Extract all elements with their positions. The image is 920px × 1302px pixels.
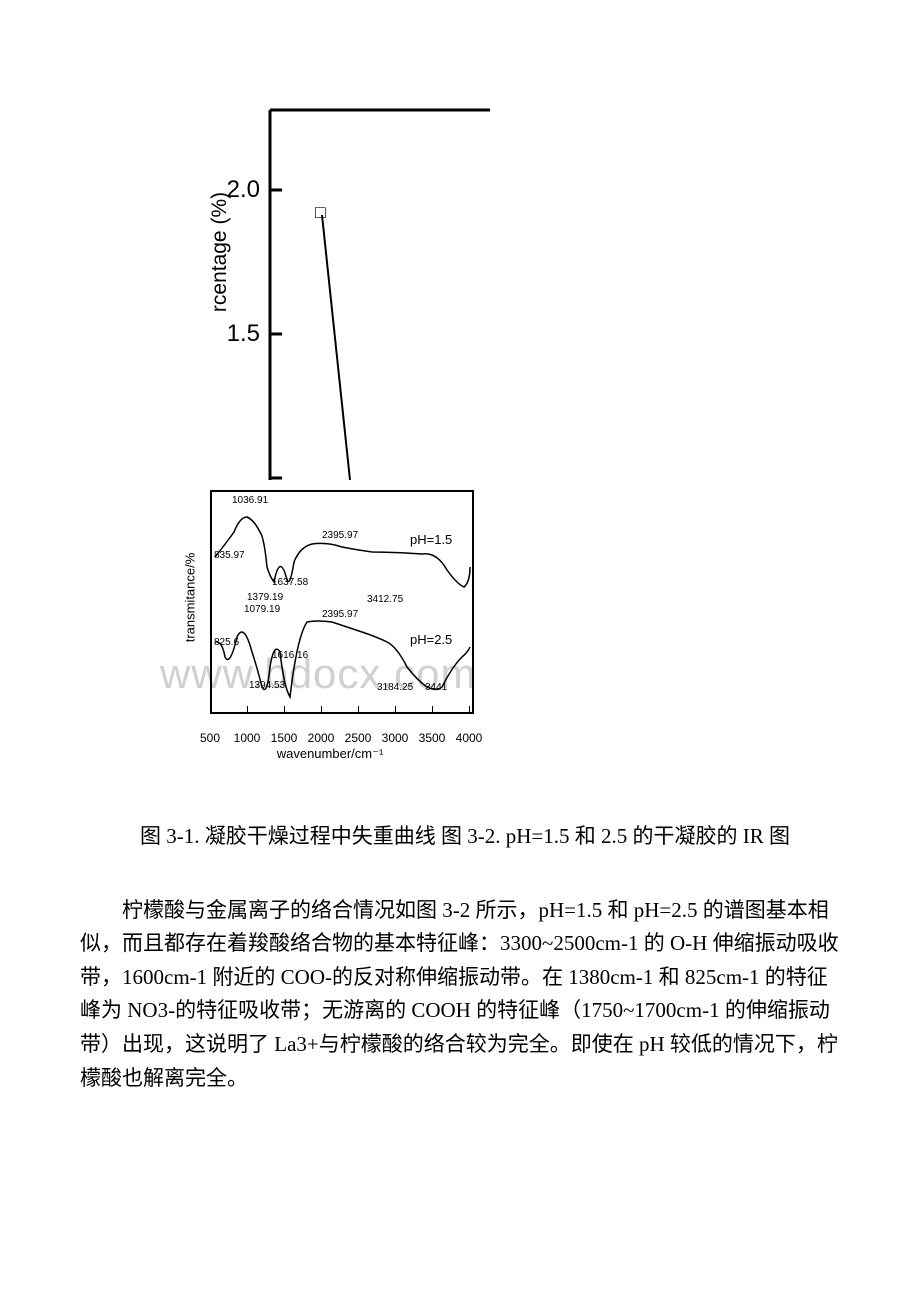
fig2-plot-frame: 1036.91 835.97 2395.97 1637.58 1379.19 3… (210, 490, 474, 714)
fig2-peak-1616: 1616.16 (272, 650, 308, 661)
figure-caption: 图 3-1. 凝胶干燥过程中失重曲线 图 3-2. pH=1.5 和 2.5 的… (0, 790, 920, 874)
fig1-ytick-1-5: 1.5 (210, 320, 260, 348)
fig1-ytick-2: 2.0 (210, 176, 260, 204)
fig2-xtick-mark (432, 706, 433, 712)
fig2-xtick-mark (358, 706, 359, 712)
fig2-xtick-mark (469, 706, 470, 712)
figure-3-2: 1036.91 835.97 2395.97 1637.58 1379.19 3… (170, 480, 490, 790)
fig2-xtick-2000: 2000 (308, 731, 335, 745)
fig2-peak-3412: 3412.75 (367, 594, 403, 605)
fig1-y-axis-label: rcentage (%) (208, 192, 232, 312)
fig2-series-label-ph1-5: pH=1.5 (410, 532, 452, 547)
fig2-peak-825: 825.6 (214, 637, 239, 648)
fig2-xtick-3500: 3500 (419, 731, 446, 745)
fig2-peak-1079: 1079.19 (244, 604, 280, 615)
fig2-curve-ph1-5 (215, 517, 470, 587)
figure-3-1: rcentage (%) 2.0 1.5 □ (170, 100, 490, 480)
fig2-xtick-4000: 4000 (456, 731, 483, 745)
fig2-xtick-mark (210, 706, 211, 712)
fig1-data-marker: □ (315, 202, 326, 223)
fig2-x-axis-label: wavenumber/cm⁻¹ (170, 746, 490, 762)
fig2-xtick-mark (284, 706, 285, 712)
fig2-xtick-2500: 2500 (345, 731, 372, 745)
fig2-peak-3441: 3441 (425, 682, 447, 693)
fig2-xtick-mark (395, 706, 396, 712)
fig2-xtick-1500: 1500 (271, 731, 298, 745)
fig2-peak-1036: 1036.91 (232, 495, 268, 506)
fig2-peak-1379: 1379.19 (247, 592, 283, 603)
fig2-peak-3184: 3184.25 (377, 682, 413, 693)
fig2-peak-835: 835.97 (214, 550, 245, 561)
fig2-peak-2395b: 2395.97 (322, 609, 358, 620)
fig2-peak-1637: 1637.58 (272, 577, 308, 588)
fig2-xtick-mark (247, 706, 248, 712)
body-paragraph: 柠檬酸与金属离子的络合情况如图 3-2 所示，pH=1.5 和 pH=2.5 的… (0, 874, 920, 1176)
fig2-xtick-1000: 1000 (234, 731, 261, 745)
fig2-y-axis-label: transmitance/% (182, 553, 197, 643)
figures-container: rcentage (%) 2.0 1.5 □ 1036.91 835.97 23… (0, 0, 920, 790)
fig2-series-label-ph2-5: pH=2.5 (410, 632, 452, 647)
fig2-xtick-mark (321, 706, 322, 712)
fig2-peak-2395a: 2395.97 (322, 530, 358, 541)
fig2-xtick-3000: 3000 (382, 731, 409, 745)
fig2-xtick-500: 500 (200, 731, 220, 745)
fig2-peak-1394: 1394.53 (249, 680, 285, 691)
